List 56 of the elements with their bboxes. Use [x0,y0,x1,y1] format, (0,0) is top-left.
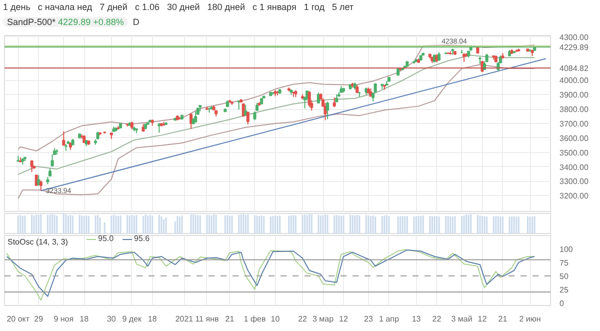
legend-label: 95.0 [98,234,115,243]
ref-line-label: 4084.82 [560,64,589,73]
x-tick-label: 1 фев [244,314,266,324]
x-tick-label: 13 [412,314,422,324]
y-tick-label: 3500.00 [560,148,589,158]
x-tick-label: 23 [364,314,374,324]
y-tick-label: 3200.00 [560,192,589,201]
legend-label: 95.6 [134,234,151,243]
x-tick-label: 3 мар [312,314,334,324]
x-tick-label: 9 ноя [54,314,74,324]
candlestick [30,160,34,172]
candlestick [62,130,66,146]
line-series [18,54,536,175]
y-tick-label: 3900.00 [560,90,589,100]
x-tick-label: 30 [106,314,116,324]
x-tick-label: 1 апр [379,314,400,324]
candlestick [50,154,54,167]
y-tick-label: 4000.00 [560,76,589,86]
y-tick-label: 75 [560,258,569,268]
x-tick-label: 11 янв [195,314,219,324]
y-tick-label: 0 [560,298,564,308]
y-tick-label: 25 [560,285,569,294]
y-tick-label: 3800.00 [560,105,589,114]
text: D [132,17,140,27]
x-tick-label: 12 [478,314,488,324]
y-tick-label: 100 [560,244,574,254]
x-tick-label: 12 [339,314,348,324]
y-tick-label: 4300.00 [560,32,589,42]
x-tick-label: 9 дек [122,314,142,324]
candlestick [332,96,336,108]
line-series [18,44,536,152]
x-tick-label: 18 [148,314,158,324]
chart-subtitle: 4229.89 +0.88% [58,17,124,27]
x-tick-label: 18 [80,314,90,324]
x-tick-label: 2 июн [519,314,541,324]
x-tick-label: 10 [270,314,280,324]
y-tick-label: 3300.00 [560,177,589,186]
candlestick [308,90,311,108]
ref-line-label: 4229.89 [560,43,589,52]
text: 1 день с начала нед 7 дней с 1.06 30 дней 180 дней с 1 января 1 год 5 лет [3,2,354,12]
x-tick-label: 2021 [175,314,194,324]
chart-title: SandP-500* [7,17,56,27]
x-tick-label: 22 [432,314,442,324]
y-tick-label: 3700.00 [560,120,589,128]
x-tick-label: 21 [498,314,508,324]
x-tick-label: 29 [34,314,44,324]
chart-title: StoOsc (14, 3, 3) [8,238,68,246]
x-tick-label: 3 май [451,314,472,324]
x-tick-label: 22 [298,314,308,324]
candlestick [326,101,330,120]
y-tick-label: 3600.00 [560,134,589,143]
y-tick-label: 3400.00 [560,162,589,172]
x-tick-label: 20 окт [6,314,30,324]
y-tick-label: 50 [560,272,569,281]
x-tick-label: 21 [225,314,235,324]
line-series [18,64,536,200]
